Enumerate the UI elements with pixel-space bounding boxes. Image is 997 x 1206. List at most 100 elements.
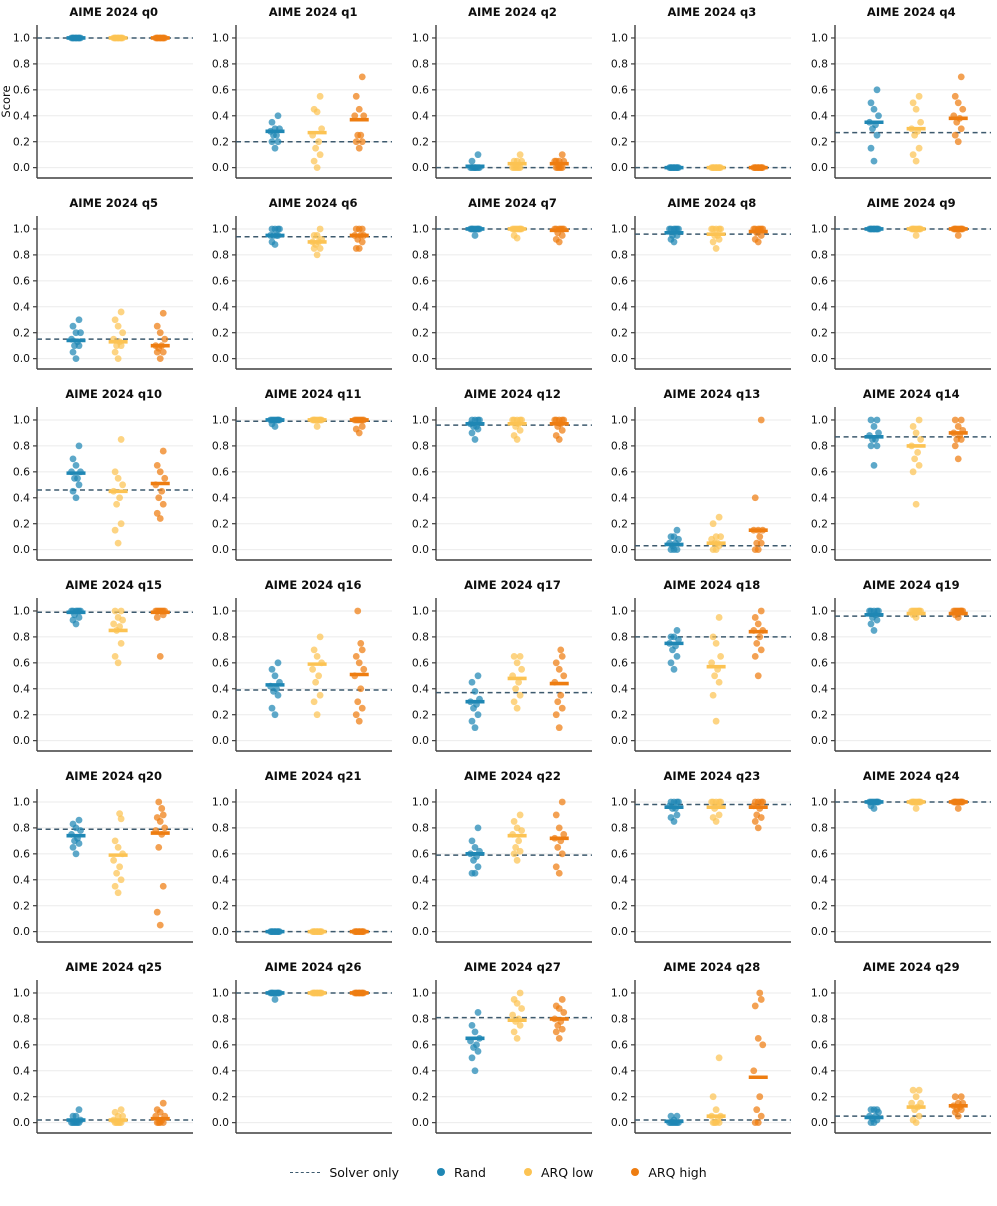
data-point	[268, 238, 276, 246]
y-tick-label: 0.8	[13, 439, 30, 452]
y-tick-label: 1.0	[13, 987, 30, 1000]
y-tick-label: 0.2	[212, 708, 229, 721]
subplot-title: AIME 2024 q7	[468, 196, 557, 210]
y-tick-label: 1.0	[611, 32, 628, 45]
data-point	[715, 614, 723, 621]
data-point	[709, 691, 717, 699]
subplot-grid: AIME 2024 q0 0.0 0.2 0.4 0.6 0.8 1.0 Score AIME …	[0, 4, 997, 1150]
data-point	[114, 474, 122, 482]
subplot-aime-2024-q1: AIME 2024 q1 0.0 0.2 0.4 0.6 0.8 1.0	[199, 4, 398, 195]
y-tick-label: 0.4	[212, 109, 229, 122]
data-point	[667, 1112, 675, 1120]
y-tick-label: 0.6	[412, 1038, 429, 1051]
y-tick-label: 0.8	[212, 630, 229, 643]
data-point	[474, 863, 482, 871]
data-point	[870, 105, 877, 113]
data-point	[161, 335, 169, 343]
y-tick-label: 0.8	[412, 821, 429, 834]
subplot-title: AIME 2024 q1	[268, 5, 358, 19]
y-tick-label: 0.2	[212, 135, 229, 148]
subplot-title: AIME 2024 q9	[866, 196, 956, 210]
subplot-canvas-aime-2024-q25: 0.0 0.2 0.4 0.6 0.8 1.0	[13, 980, 193, 1134]
data-point	[673, 627, 681, 634]
subplot-aime-2024-q26: AIME 2024 q26 0.0 0.2 0.4 0.6 0.8 1.0	[199, 959, 398, 1150]
data-point	[510, 652, 518, 660]
y-tick-label: 0.6	[13, 83, 30, 96]
data-point	[311, 157, 318, 165]
data-point	[552, 863, 560, 871]
data-point	[117, 436, 125, 443]
data-point	[752, 546, 759, 554]
data-point	[557, 691, 564, 699]
subplot-title: AIME 2024 q27	[464, 960, 561, 974]
data-point	[558, 850, 566, 858]
data-point	[156, 652, 164, 660]
y-tick-label: 0.2	[611, 135, 628, 148]
data-point	[360, 665, 368, 673]
data-point	[474, 711, 482, 719]
y-tick-label: 0.6	[611, 656, 628, 669]
data-point	[309, 665, 317, 673]
y-tick-label: 1.0	[810, 32, 827, 45]
data-point	[758, 607, 765, 615]
y-tick-label: 0.6	[611, 83, 628, 96]
y-tick-label: 0.8	[412, 1012, 429, 1025]
y-tick-label: 0.8	[611, 1012, 628, 1025]
data-point	[159, 348, 167, 356]
data-point	[159, 500, 167, 508]
subplot-canvas-aime-2024-q8: 0.0 0.2 0.4 0.6 0.8 1.0	[611, 216, 792, 370]
data-point	[359, 225, 367, 233]
y-tick-label: 0.2	[412, 899, 429, 912]
y-tick-label: 0.0	[412, 1116, 429, 1129]
y-tick-label: 0.0	[810, 1116, 827, 1129]
data-point	[874, 112, 882, 120]
data-point	[271, 144, 279, 152]
subplot-title: AIME 2024 q16	[264, 578, 362, 592]
y-tick-label: 0.8	[611, 821, 628, 834]
data-point	[69, 487, 77, 495]
data-point	[111, 1108, 119, 1116]
subplot-canvas-aime-2024-q11: 0.0 0.2 0.4 0.6 0.8 1.0	[212, 407, 393, 561]
data-point	[756, 633, 764, 641]
y-tick-label: 0.6	[810, 656, 827, 669]
data-point	[360, 112, 368, 120]
y-tick-label: 0.0	[810, 543, 827, 556]
data-point	[159, 1099, 167, 1107]
data-point	[311, 698, 318, 706]
subplot-canvas-aime-2024-q21: 0.0 0.2 0.4 0.6 0.8 1.0	[212, 789, 393, 943]
y-tick-label: 0.0	[412, 352, 429, 365]
data-point	[753, 539, 761, 547]
y-tick-label: 0.2	[611, 1090, 628, 1103]
data-point	[315, 672, 323, 680]
data-point	[712, 245, 720, 252]
data-point	[673, 652, 681, 660]
subplot-aime-2024-q18: AIME 2024 q18 0.0 0.2 0.4 0.6 0.8 1.0	[598, 577, 797, 768]
data-point	[756, 989, 764, 997]
rand-dot-icon	[437, 1168, 446, 1176]
data-point	[554, 843, 561, 851]
data-point	[69, 1112, 77, 1120]
subplot-title: AIME 2024 q20	[65, 769, 163, 783]
data-point	[552, 416, 560, 424]
data-point	[317, 691, 324, 699]
subplot-title: AIME 2024 q5	[69, 196, 159, 210]
y-tick-label: 0.2	[810, 1090, 827, 1103]
y-tick-label: 0.4	[412, 491, 429, 504]
legend: Solver only Rand ARQ low ARQ high	[0, 1152, 997, 1192]
subplot-canvas-aime-2024-q28: 0.0 0.2 0.4 0.6 0.8 1.0	[611, 980, 792, 1134]
subplot-title: AIME 2024 q11	[264, 387, 362, 401]
data-point	[758, 646, 765, 654]
y-tick-label: 1.0	[810, 987, 827, 1000]
subplot-canvas-aime-2024-q23: 0.0 0.2 0.4 0.6 0.8 1.0	[611, 789, 792, 943]
y-tick-label: 0.8	[810, 57, 827, 70]
y-tick-label: 0.4	[412, 682, 429, 695]
y-tick-label: 0.6	[412, 83, 429, 96]
data-point	[512, 685, 519, 693]
data-point	[518, 1005, 525, 1012]
data-point	[954, 423, 962, 430]
data-point	[913, 448, 921, 456]
y-tick-label: 0.8	[611, 439, 628, 452]
data-point	[117, 607, 125, 615]
data-point	[954, 455, 962, 463]
data-point	[715, 678, 723, 686]
